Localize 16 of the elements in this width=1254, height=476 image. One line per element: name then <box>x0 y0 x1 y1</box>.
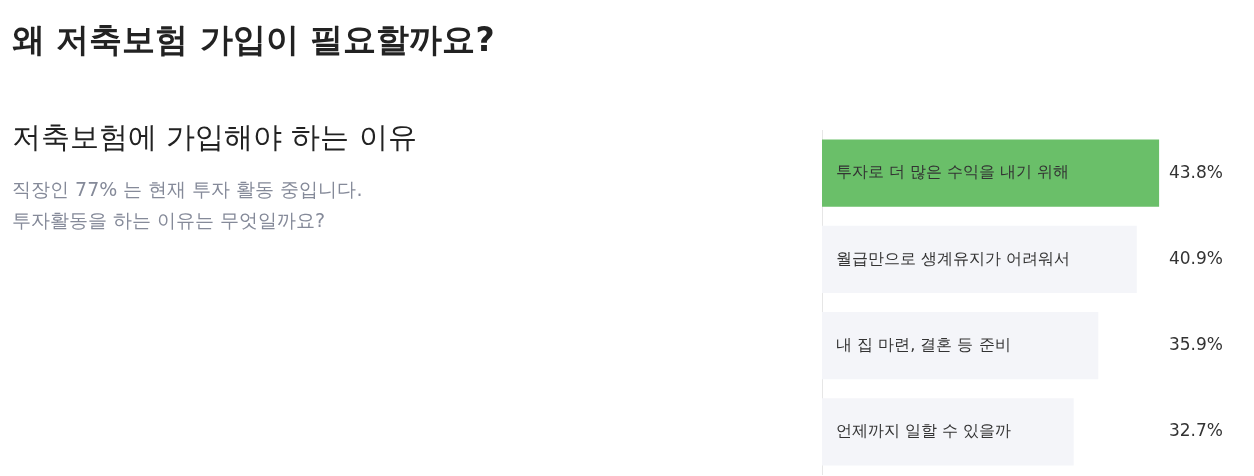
data-label: 35.9% <box>1168 334 1223 355</box>
bar <box>822 311 1099 380</box>
bar <box>822 139 1160 207</box>
y-tick-label: 투자로 더 많은 수익을 내기 위해 <box>836 162 1070 182</box>
data-label: 40.9% <box>1168 247 1223 268</box>
text: 왜 저축보험 가입이 필요할까요? <box>12 19 495 61</box>
y-tick-label: 내 집 마련, 결혼 등 준비 <box>836 334 1011 354</box>
bar <box>822 225 1137 294</box>
data-label: 32.7% <box>1168 420 1223 441</box>
text: 저축보험에 가입해야 하는 이유 <box>12 119 417 156</box>
bar <box>822 398 1074 466</box>
y-tick-label: 언제까지 일할 수 있을까 <box>836 421 1012 441</box>
text: 투자활동을 하는 이유는 무엇일까요? <box>12 208 327 233</box>
text: 직장인 77% 는 현재 투자 활동 중입니다. <box>12 177 363 202</box>
y-tick-label: 월급만으로 생계유지가 어려워서 <box>836 248 1071 268</box>
data-label: 43.8% <box>1168 161 1223 182</box>
